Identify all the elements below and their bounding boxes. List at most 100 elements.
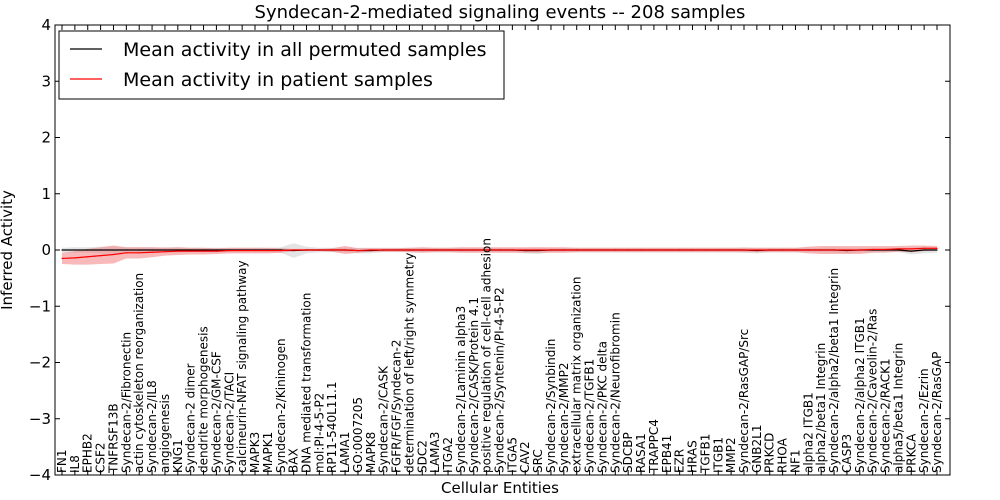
- x-tick-label: Syndecan-2/RasGAP: [930, 352, 944, 473]
- point-patient: [460, 249, 462, 251]
- x-tick-label: Syndecan-2/RACK1: [879, 358, 893, 473]
- x-tick-label: KNG1: [171, 439, 185, 473]
- point-patient: [743, 249, 745, 251]
- point-patient: [614, 249, 616, 251]
- point-patient: [357, 249, 359, 252]
- point-permuted: [202, 249, 205, 251]
- x-tick-label: BAX: [287, 448, 301, 473]
- x-tick-label: CSF2: [94, 442, 108, 473]
- point-patient: [434, 249, 436, 251]
- x-tick-label: mol:PI-4-5-P2: [312, 393, 326, 473]
- point-patient: [679, 249, 681, 251]
- x-tick-label: HRAS: [686, 440, 700, 473]
- x-tick-label: angiogenesis: [158, 394, 172, 473]
- point-patient: [794, 249, 797, 251]
- point-patient: [601, 249, 604, 251]
- point-patient: [627, 249, 629, 251]
- x-tick-label: MMP2: [724, 437, 738, 473]
- x-tick-label: CASP3: [840, 434, 854, 473]
- y-tick-label: −1: [29, 297, 51, 315]
- point-patient: [730, 249, 732, 251]
- point-patient: [241, 249, 243, 252]
- x-axis: FN1IL8EPHB2CSF2TNFRSF13BSyndecan-2/Fibro…: [55, 25, 944, 475]
- chart-title: Syndecan-2-mediated signaling events -- …: [255, 2, 746, 23]
- point-patient: [100, 255, 102, 257]
- point-patient: [910, 248, 912, 250]
- point-permuted: [138, 249, 140, 251]
- x-tick-label: Syndecan-2/TGFB1: [583, 359, 597, 473]
- x-tick-label: Syndecan-2/CASK: [377, 365, 391, 473]
- x-tick-label: Syndecan-2/Neurofibromin: [608, 312, 622, 473]
- point-patient: [576, 249, 578, 251]
- point-patient: [550, 249, 552, 251]
- point-patient: [563, 249, 565, 251]
- point-permuted: [61, 249, 63, 251]
- legend: Mean activity in all permuted samples Me…: [58, 30, 505, 100]
- point-patient: [923, 247, 925, 249]
- x-tick-label: Syndecan-2/Ezrin: [917, 368, 931, 473]
- x-tick-label: Syndecan-2/PKC delta: [595, 341, 609, 473]
- point-patient: [383, 249, 385, 251]
- point-patient: [267, 249, 269, 252]
- point-permuted: [151, 249, 153, 251]
- x-tick-label: Syndecan-2/Fibronectin: [119, 332, 133, 473]
- x-tick-label: alpha5/beta1 Integrin: [891, 343, 905, 473]
- point-patient: [820, 249, 822, 251]
- point-patient: [884, 248, 887, 251]
- series-lines: [61, 247, 938, 260]
- point-patient: [61, 257, 63, 260]
- x-tick-label: RASA1: [634, 433, 648, 473]
- x-tick-label: PRKCD: [763, 433, 777, 473]
- point-patient: [331, 249, 333, 251]
- x-tick-label: PRKCA: [904, 433, 918, 473]
- point-patient: [228, 249, 230, 252]
- legend-label-permuted: Mean activity in all permuted samples: [123, 39, 486, 61]
- point-permuted: [936, 249, 938, 251]
- x-tick-label: EZR: [673, 449, 687, 473]
- x-tick-label: alpha2/beta1 Integrin: [814, 343, 828, 473]
- x-tick-label: SDCBP: [621, 432, 635, 473]
- point-patient: [872, 248, 874, 251]
- y-axis: 4 3 2 1 0 −1 −2 −3 −4: [29, 16, 950, 484]
- point-patient: [640, 249, 642, 251]
- x-tick-label: extracellular matrix organization: [570, 277, 584, 474]
- point-patient: [395, 249, 398, 251]
- x-tick-label: ITGA5: [505, 437, 519, 473]
- x-tick-label: Syndecan-2/Caveolin-2/Ras: [866, 309, 880, 473]
- point-patient: [190, 250, 192, 252]
- x-tick-label: determination of left/right symmetry: [402, 253, 416, 473]
- point-permuted: [897, 249, 899, 251]
- x-tick-label: Syndecan-2 dimer: [184, 363, 198, 473]
- x-tick-label: GO:0007205: [351, 397, 365, 473]
- x-tick-label: Syndecan-2/GM-CSF: [209, 351, 223, 473]
- x-tick-label: Syndecan-2/CASK/Protein 4.1: [467, 297, 481, 473]
- legend-label-patient: Mean activity in patient samples: [123, 69, 433, 91]
- point-patient: [717, 249, 719, 251]
- y-tick-label: 1: [41, 185, 51, 203]
- point-patient: [305, 249, 308, 251]
- x-tick-label: TNFRSF13B: [106, 403, 120, 474]
- point-patient: [177, 250, 179, 252]
- point-patient: [756, 249, 758, 251]
- point-patient: [833, 249, 835, 251]
- point-patient: [254, 249, 256, 252]
- point-patient: [897, 248, 899, 250]
- x-tick-label: Syndecan-2/Synbindin: [544, 339, 558, 473]
- point-permuted: [177, 249, 179, 251]
- point-permuted: [923, 249, 925, 251]
- x-tick-label: FGFR/FGF/Syndecan-2: [390, 340, 404, 473]
- legend-box: [58, 30, 505, 100]
- point-patient: [859, 249, 861, 251]
- point-patient: [691, 249, 694, 251]
- x-tick-label: Syndecan-2/Laminin alpha3: [454, 306, 468, 473]
- point-patient: [151, 251, 153, 253]
- x-tick-label: Syndecan-2/alpha2/beta1 Integrin: [827, 268, 841, 473]
- point-patient: [112, 253, 115, 256]
- x-tick-label: GNB2L1: [750, 425, 764, 473]
- x-tick-label: Syndecan-2/alpha2 ITGB1: [853, 317, 867, 473]
- point-patient: [486, 249, 488, 251]
- y-tick-label: −2: [29, 354, 51, 372]
- point-patient: [511, 249, 513, 251]
- y-axis-label: Inferred Activity: [0, 190, 16, 310]
